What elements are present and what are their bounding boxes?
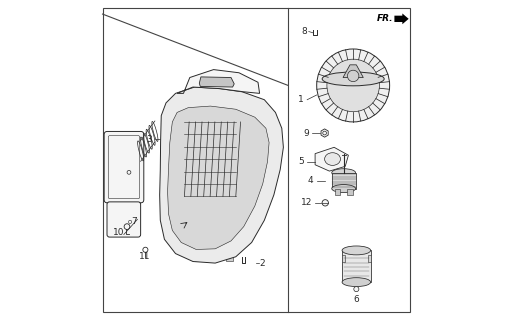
Ellipse shape: [332, 169, 356, 177]
Bar: [347, 188, 352, 195]
Polygon shape: [199, 77, 234, 87]
Bar: [342, 255, 345, 261]
Bar: [335, 188, 340, 195]
Bar: [332, 173, 356, 188]
Circle shape: [347, 70, 359, 82]
Text: 9: 9: [303, 129, 309, 138]
Text: 11: 11: [139, 252, 151, 261]
Text: 2: 2: [260, 259, 265, 268]
Text: 3: 3: [146, 135, 152, 144]
Bar: [368, 255, 370, 261]
Text: 6: 6: [187, 116, 193, 125]
Polygon shape: [159, 87, 283, 263]
Polygon shape: [343, 65, 363, 77]
Circle shape: [317, 49, 390, 122]
Ellipse shape: [325, 153, 341, 165]
Ellipse shape: [208, 249, 219, 255]
Text: 6: 6: [353, 295, 359, 304]
Polygon shape: [168, 106, 269, 250]
Text: 12: 12: [300, 198, 312, 207]
Polygon shape: [394, 13, 409, 24]
Ellipse shape: [332, 185, 356, 193]
Polygon shape: [315, 147, 348, 171]
FancyBboxPatch shape: [104, 132, 144, 203]
Text: 7: 7: [132, 217, 137, 226]
Polygon shape: [203, 113, 211, 125]
Ellipse shape: [342, 246, 370, 255]
Circle shape: [354, 287, 359, 292]
Text: FR.: FR.: [377, 14, 394, 23]
Circle shape: [327, 59, 379, 112]
Text: 8: 8: [301, 27, 307, 36]
Bar: [195, 255, 201, 261]
Text: 10: 10: [112, 228, 124, 237]
FancyBboxPatch shape: [107, 202, 141, 237]
Ellipse shape: [322, 72, 384, 86]
Circle shape: [322, 200, 328, 206]
Bar: [227, 255, 233, 261]
Ellipse shape: [342, 278, 370, 287]
Text: 5: 5: [298, 157, 304, 166]
Bar: [342, 251, 370, 282]
Polygon shape: [177, 69, 260, 93]
Text: 1: 1: [298, 95, 304, 104]
Polygon shape: [321, 129, 328, 137]
Text: 4: 4: [308, 176, 314, 185]
